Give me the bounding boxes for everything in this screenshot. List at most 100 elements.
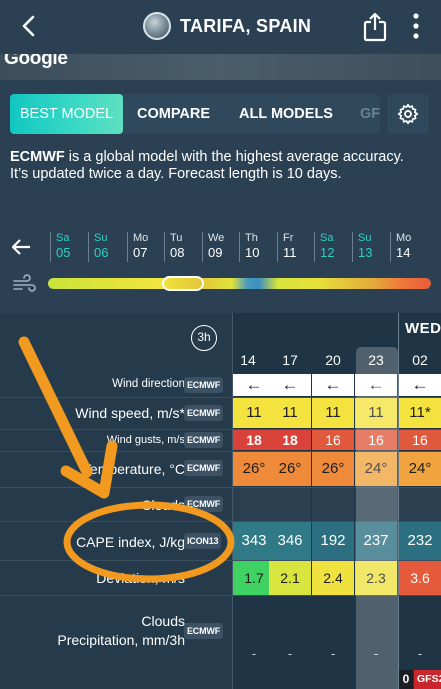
location-avatar [143, 12, 171, 40]
table-cell: 11 [312, 398, 354, 428]
table-cell: 192 [312, 522, 354, 560]
table-cell: 26° [269, 452, 311, 486]
row-divider [0, 397, 441, 398]
day-header: WED [405, 320, 441, 337]
table-cell: 343 [233, 522, 275, 560]
model-badge: ECMWF [184, 432, 223, 448]
model-description: ECMWF is a global model with the highest… [10, 149, 420, 183]
day-item[interactable]: Mo 07 [127, 232, 161, 262]
table-cell: - [287, 646, 293, 661]
row-label: Clouds [141, 497, 185, 513]
model-badge-gfs: GFS2 [414, 670, 441, 689]
table-cell: 24° [355, 452, 397, 486]
table-cell: 24° [399, 452, 441, 486]
day-date: 05 [56, 245, 71, 260]
hour-label: 23 [368, 352, 384, 368]
table-cell: 237 [355, 522, 397, 560]
timeline-selection[interactable] [162, 276, 204, 291]
table-cell [269, 488, 311, 521]
day-item[interactable]: Th 10 [239, 232, 273, 262]
row-label: Wind direction [112, 378, 185, 390]
table-cell: 16 [399, 430, 441, 450]
table-cell: - [417, 646, 423, 661]
table-cell: - [373, 646, 379, 661]
day-name: Sa [56, 232, 70, 244]
selected-hour-column[interactable] [356, 347, 398, 689]
day-date: 09 [208, 245, 223, 260]
day-name: Sa [320, 232, 334, 244]
back-arrow-icon[interactable] [16, 13, 42, 39]
gear-icon [397, 103, 419, 125]
day-name: Fr [283, 232, 294, 244]
share-icon[interactable] [362, 12, 388, 42]
row-temperature: Temperature, °C ECMWF 26° 26° 26° 24° 24… [0, 452, 441, 486]
model-badge: ECMWF [184, 460, 223, 476]
table-cell: 18 [233, 430, 275, 450]
day-date: 11 [283, 245, 297, 260]
day-item[interactable]: We 09 [202, 232, 236, 262]
time-step-button[interactable]: 3h [191, 325, 217, 351]
row-clouds-precipitation: Clouds Precipitation, mm/3h ECMWF - - - … [0, 596, 441, 668]
tab-all-models[interactable]: ALL MODELS [239, 106, 333, 122]
day-name: Tu [170, 232, 183, 244]
row-divider [0, 487, 441, 488]
day-name: Su [94, 232, 108, 244]
more-options-icon[interactable] [410, 12, 422, 40]
model-description-text: is a global model with the highest avera… [10, 149, 404, 182]
day-date: 08 [170, 245, 185, 260]
row-wind-gusts: Wind gusts, m/s ECMWF 18 18 16 16 16 [0, 430, 441, 450]
table-cell: - [251, 646, 257, 661]
wind-arrow-icon: ← [312, 374, 354, 396]
hour-label: 14 [240, 352, 256, 368]
day-item[interactable]: Sa 05 [50, 232, 84, 262]
table-cell: 3.6 [399, 561, 441, 595]
table-cell: 11 [233, 398, 275, 428]
day-date: 07 [133, 245, 148, 260]
table-cell: 2.4 [312, 561, 354, 595]
day-item[interactable]: Su 13 [352, 232, 386, 262]
row-label: Wind gusts, m/s [106, 434, 185, 446]
table-cell [355, 488, 397, 521]
table-cell: 11 [355, 398, 397, 428]
table-cell: 11 [269, 398, 311, 428]
table-cell: 16 [312, 430, 354, 450]
table-cell: 2.3 [355, 561, 397, 595]
wind-timeline-bar[interactable] [48, 278, 431, 289]
table-cell: 26° [233, 452, 275, 486]
wind-arrow-icon: ← [399, 374, 441, 396]
day-item[interactable]: Su 06 [88, 232, 122, 262]
top-bar: TARIFA, SPAIN [0, 0, 441, 54]
day-item[interactable]: Mo 14 [390, 232, 424, 262]
day-item[interactable]: Sa 12 [314, 232, 348, 262]
model-tabs: BEST MODEL COMPARE ALL MODELS GF [10, 94, 380, 134]
day-date: 10 [245, 245, 260, 260]
table-cell: - [330, 646, 336, 661]
days-back-arrow-icon[interactable] [10, 238, 32, 256]
row-label: Deviation, m/s [96, 570, 185, 586]
day-date: 12 [320, 245, 335, 260]
tab-compare[interactable]: COMPARE [137, 106, 211, 122]
table-cell: 18 [269, 430, 311, 450]
footer-value: 0 [399, 670, 413, 689]
day-name: Mo [396, 232, 412, 244]
model-badge: ECMWF [184, 405, 223, 421]
hour-label: 02 [412, 352, 428, 368]
table-cell: 11* [399, 398, 441, 428]
row-divider [0, 595, 441, 596]
day-item[interactable]: Fr 11 [277, 232, 311, 262]
day-date: 13 [358, 245, 373, 260]
wind-arrow-icon: ← [233, 374, 275, 396]
hour-label: 20 [325, 352, 341, 368]
row-label: Wind speed, m/s* [75, 405, 185, 421]
row-wind-direction: Wind direction ECMWF ← ← ← ← ← [0, 374, 441, 396]
row-divider [0, 451, 441, 452]
hour-label: 17 [282, 352, 298, 368]
day-item[interactable]: Tu 08 [164, 232, 198, 262]
day-name: Mo [133, 232, 149, 244]
tab-gfs[interactable]: GF [360, 106, 380, 122]
day-divider [398, 313, 399, 689]
tab-best-model[interactable]: BEST MODEL [10, 94, 123, 134]
day-name: Su [358, 232, 372, 244]
settings-button[interactable] [387, 94, 429, 134]
wind-arrow-icon: ← [355, 374, 397, 396]
